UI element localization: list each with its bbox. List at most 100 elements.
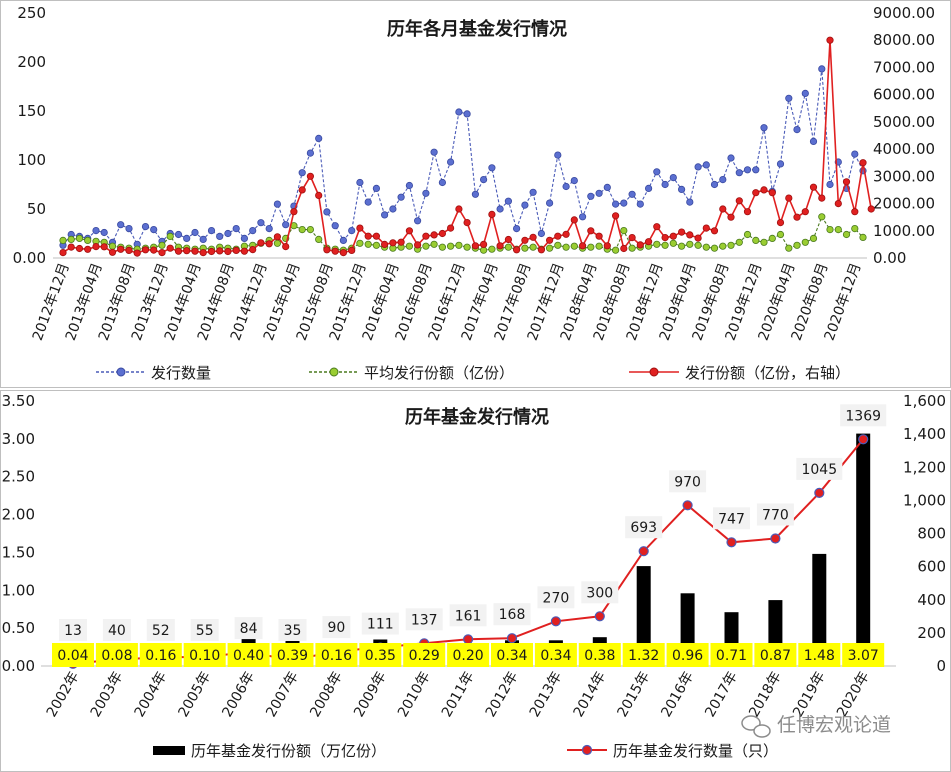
right-axis-ticks: 0.00 1000.00 2000.00 3000.00 4000.00 5000.00 6… [873, 4, 935, 267]
data-point [638, 546, 649, 557]
share-label-box [227, 643, 270, 667]
data-point [776, 160, 785, 168]
data-point [686, 240, 694, 248]
data-point [496, 242, 504, 250]
count-label-box [405, 608, 443, 631]
data-point [75, 244, 84, 253]
series-line [62, 68, 864, 246]
data-point [504, 243, 512, 251]
data-point [752, 166, 760, 174]
y-tick-label: 200 [17, 53, 46, 71]
x-tick-label: 2003年 [88, 669, 127, 720]
data-point [677, 242, 686, 250]
data-point [364, 232, 372, 240]
data-point [809, 234, 818, 242]
data-point [232, 225, 240, 233]
data-point [529, 243, 537, 251]
share-label-box [842, 643, 885, 667]
data-point [776, 230, 785, 239]
share-label: 0.34 [540, 648, 571, 664]
data-point [405, 181, 413, 190]
data-point [380, 240, 389, 248]
data-point [446, 242, 455, 250]
share-label: 0.08 [101, 648, 132, 664]
count-label-box [146, 619, 175, 641]
data-point [570, 177, 578, 185]
data-point [306, 149, 314, 157]
data-point [562, 243, 570, 251]
data-point [158, 249, 166, 257]
data-point [529, 188, 537, 196]
y-tick-label: 800 [917, 525, 946, 543]
data-point [644, 184, 653, 192]
share-label-box [52, 643, 94, 667]
data-point [628, 234, 636, 242]
data-point [776, 219, 785, 227]
data-point [851, 150, 859, 158]
data-point [818, 213, 826, 221]
data-point [504, 235, 512, 244]
x-tick-label: 2020年 [834, 669, 873, 720]
count-label: 90 [327, 620, 345, 636]
x-tick-label: 2016年 [658, 669, 697, 720]
data-point [554, 151, 562, 159]
data-point [389, 239, 397, 247]
line-series [67, 434, 869, 669]
data-point [59, 249, 67, 257]
share-label-box [271, 643, 314, 667]
data-point [653, 223, 661, 231]
data-point [760, 186, 768, 194]
data-point [166, 232, 174, 240]
count-label-box [493, 603, 531, 626]
share-label-box [95, 643, 138, 667]
y-tick-label: 8000.00 [873, 31, 935, 49]
count-label: 137 [411, 612, 438, 628]
data-point [735, 197, 743, 205]
data-point [545, 199, 554, 207]
data-point [554, 241, 562, 249]
count-label-box [625, 516, 663, 539]
data-point [826, 36, 834, 44]
count-label: 84 [240, 621, 258, 637]
data-point [760, 124, 768, 132]
count-label: 161 [455, 608, 482, 624]
data-point [793, 241, 801, 249]
data-point [356, 239, 364, 247]
data-point [694, 163, 702, 171]
left-axis-ticks: 0.00 0.50 1.00 1.50 2.00 2.50 3.00 3.50 [2, 392, 35, 675]
x-tick-label: 2007年 [263, 669, 302, 720]
data-point [661, 180, 669, 189]
count-label: 970 [674, 474, 701, 490]
data-point [356, 178, 364, 187]
data-point [677, 185, 686, 193]
data-point [587, 227, 595, 235]
data-point [108, 248, 117, 256]
y-tick-label: 600 [917, 558, 946, 576]
y-tick-label: 2.50 [2, 468, 35, 486]
y-tick-label: 1000.00 [873, 222, 935, 240]
data-point [727, 154, 735, 162]
count-label-box [102, 619, 131, 641]
data-point [372, 241, 380, 249]
y-tick-label: 1.00 [2, 581, 35, 599]
y-tick-label: 1,400 [903, 425, 946, 443]
share-label: 0.04 [57, 648, 88, 664]
x-tick-label: 2008年 [307, 669, 346, 720]
data-point [661, 234, 669, 242]
count-label-box [669, 470, 707, 493]
data-point [158, 241, 166, 249]
count-label-box [756, 503, 794, 526]
data-point [686, 231, 694, 239]
data-point [92, 243, 100, 251]
data-point [504, 197, 512, 205]
data-point [636, 200, 644, 208]
share-label: 0.35 [365, 648, 396, 664]
share-label-box [798, 643, 841, 667]
share-label: 0.40 [233, 648, 264, 664]
x-tick-label: 2012年 [483, 669, 522, 720]
data-point [265, 240, 273, 248]
chart-title: 历年基金发行情况 [405, 406, 549, 428]
y-tick-label: 50 [27, 200, 46, 218]
data-point [801, 208, 809, 216]
x-tick-label: 2014年 [571, 669, 610, 720]
